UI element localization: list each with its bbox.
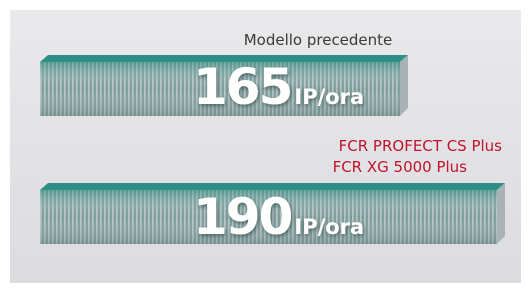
unit: IP/ora — [294, 215, 364, 239]
unit: IP/ora — [294, 85, 364, 109]
model-name: FCR PROFECT CS Plus — [339, 137, 503, 155]
caption: Modello precedente — [244, 31, 393, 49]
model-name: FCR XG 5000 Plus — [333, 158, 468, 176]
value: 190 — [193, 188, 292, 246]
infographic: Modello precedente 165IP/ora FCR PROFECT… — [0, 0, 531, 293]
value: 165 — [193, 58, 291, 116]
